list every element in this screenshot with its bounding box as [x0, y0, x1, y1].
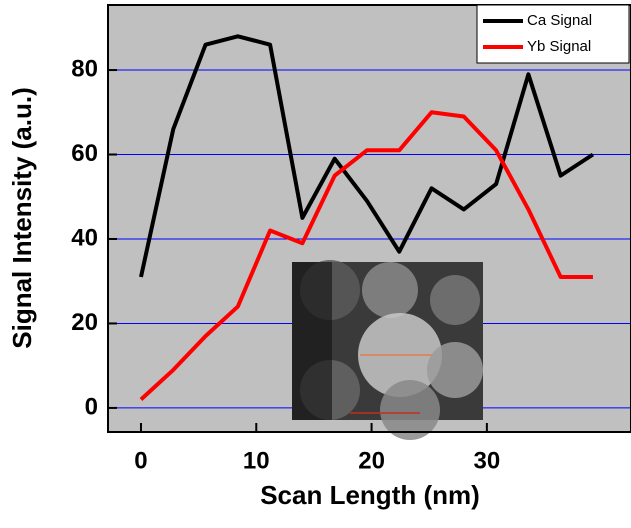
inset-shade — [292, 262, 332, 420]
inset-particle — [362, 262, 418, 318]
x-tick-label: 20 — [358, 447, 385, 474]
legend-box — [476, 4, 630, 64]
inset-particle — [427, 342, 483, 398]
data-line — [139, 110, 593, 401]
inset-particle — [380, 380, 440, 440]
x-axis-title: Scan Length (nm) — [260, 480, 480, 510]
y-tick-label: 0 — [85, 393, 98, 420]
y-tick-label: 40 — [71, 224, 98, 251]
data-line — [139, 34, 595, 278]
x-tick-label: 0 — [134, 447, 147, 474]
y-axis-title: Signal Intensity (a.u.) — [7, 87, 37, 348]
y-tick-label: 20 — [71, 309, 98, 336]
plot-frame — [107, 4, 631, 433]
y-tick-label: 60 — [71, 140, 98, 167]
inset-particle — [430, 275, 480, 325]
y-tick-label: 80 — [71, 55, 98, 82]
legend-label: Ca Signal — [527, 12, 592, 29]
inset-image — [292, 260, 483, 440]
x-tick-label: 10 — [243, 447, 270, 474]
x-tick-label: 30 — [474, 447, 501, 474]
legend-label: Yb Signal — [527, 38, 591, 55]
